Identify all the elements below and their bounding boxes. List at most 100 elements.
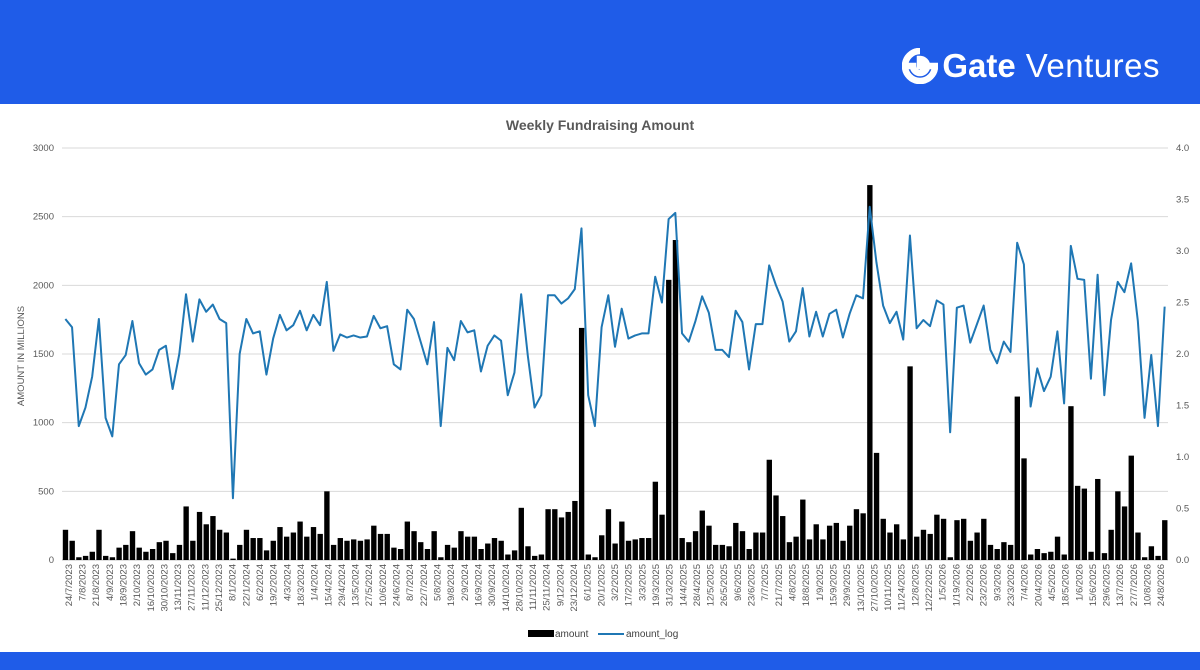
y2-tick-label: 3.0 [1176, 246, 1189, 257]
x-tick-label: 7/7/2025 [760, 564, 771, 601]
amount-bar [163, 540, 169, 560]
x-tick-label: 24/6/2024 [392, 564, 403, 606]
amount-bar [1162, 520, 1168, 560]
amount-bar [149, 549, 156, 560]
amount-bar [364, 539, 370, 560]
y-tick-label: 1000 [33, 418, 54, 429]
x-tick-label: 21/7/2025 [774, 564, 785, 606]
x-tick-label: 31/3/2025 [665, 564, 676, 606]
amount-bar [478, 549, 484, 560]
amount-bar [652, 481, 659, 560]
amount-bar [793, 536, 799, 560]
x-tick-label: 12/8/2025 [910, 564, 921, 606]
x-tick-label: 30/10/2023 [159, 564, 170, 612]
amount-bar [1028, 554, 1034, 560]
amount-bar [190, 540, 196, 560]
amount-bar [686, 542, 692, 560]
x-tick-label: 19/8/2024 [446, 564, 457, 606]
y2-tick-label: 0.0 [1176, 555, 1189, 566]
amount-bar [89, 551, 95, 560]
amount-bar [907, 366, 913, 560]
x-tick-label: 10/8/2026 [1143, 564, 1154, 606]
x-tick-label: 19/2/2024 [269, 564, 280, 606]
amount-bar [961, 518, 967, 560]
x-tick-label: 21/8/2023 [91, 564, 102, 606]
amount-bar [806, 539, 813, 560]
amount-bar [786, 542, 793, 560]
header-banner: Gate Ventures [0, 0, 1200, 104]
amount-bar [424, 549, 431, 560]
amount-bar [525, 546, 531, 560]
amount-bar [746, 549, 752, 560]
amount-bar [418, 542, 424, 560]
amount-bar [317, 533, 323, 560]
x-tick-label: 6/2/2024 [255, 564, 266, 601]
x-tick-label: 23/6/2025 [747, 564, 758, 606]
y-tick-label: 0 [49, 555, 54, 566]
x-tick-label: 13/10/2025 [856, 564, 867, 612]
amount-bar [223, 532, 230, 560]
x-tick-label: 18/8/2025 [801, 564, 812, 606]
amount-bar [1128, 455, 1134, 560]
grid-lines [62, 147, 1168, 561]
x-tick-label: 19/3/2025 [651, 564, 662, 606]
amount-bar [129, 531, 136, 560]
x-tick-label: 2/2/2026 [965, 564, 976, 601]
x-tick-label: 16/10/2023 [146, 564, 157, 612]
amount-bar [800, 499, 806, 560]
x-tick-label: 30/9/2024 [487, 564, 498, 606]
x-tick-label: 4/3/2024 [282, 564, 293, 601]
x-tick-label: 1/4/2024 [310, 564, 321, 601]
amount-bar [578, 327, 585, 560]
x-tick-label: 27/10/2025 [869, 564, 880, 612]
amount-bar [337, 538, 343, 560]
chart-title: Weekly Fundraising Amount [506, 117, 695, 133]
amount-bar [344, 540, 350, 560]
amount-bar [585, 554, 591, 560]
y-tick-label: 3000 [33, 143, 54, 154]
amount-bar [116, 547, 122, 560]
amount-bar [706, 525, 712, 560]
amount-bar [1135, 532, 1141, 560]
amount-bar [639, 538, 645, 560]
amount-bar [713, 544, 719, 560]
gate-logo-icon [902, 48, 939, 84]
x-tick-label: 9/12/2024 [555, 564, 566, 606]
amount-bar [981, 518, 987, 560]
amount-bar [672, 240, 679, 560]
amount-bar [237, 544, 243, 560]
amount-bar [109, 557, 116, 560]
amount-bar [967, 540, 974, 560]
amount-bar [1141, 557, 1148, 560]
x-tick-label: 20/1/2025 [596, 564, 607, 606]
legend-amount-log-label: amount_log [626, 629, 678, 640]
x-tick-label: 4/9/2023 [105, 564, 116, 601]
amount-bar [679, 538, 685, 560]
amount-bar [645, 538, 652, 560]
amount-bar [1007, 544, 1014, 560]
amount-bar [920, 529, 927, 560]
x-tick-label: 1/6/2026 [1074, 564, 1085, 601]
amount-log-line [64, 205, 1166, 500]
amount-bar [719, 544, 726, 560]
amount-bar [994, 549, 1000, 560]
amount-bar [867, 185, 873, 560]
x-tick-label: 23/12/2024 [569, 564, 580, 612]
amount-bar [914, 536, 920, 560]
x-tick-label: 4/5/2026 [1047, 564, 1058, 601]
amount-bar [498, 540, 504, 560]
amount-bar [847, 525, 853, 560]
amount-bar [518, 507, 524, 560]
y-tick-label: 2500 [33, 212, 54, 223]
x-tick-label: 10/6/2024 [378, 564, 389, 606]
amount-bar [692, 531, 699, 560]
amount-bar [873, 452, 880, 560]
x-tick-label: 9/6/2025 [733, 564, 744, 601]
y-axis-title: AMOUNT IN MILLIONS [16, 306, 27, 406]
amount-bar [196, 511, 203, 560]
amount-bar [216, 529, 223, 560]
amount-bar [82, 555, 89, 560]
amount-bar [625, 540, 632, 560]
amount-bar [284, 536, 290, 560]
x-tick-label: 1/5/2026 [938, 564, 949, 601]
